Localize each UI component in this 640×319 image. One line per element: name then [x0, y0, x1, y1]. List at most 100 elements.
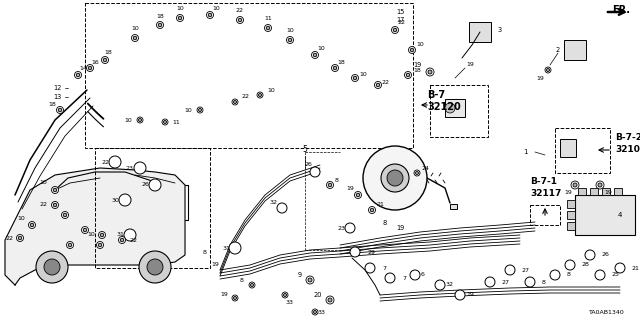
- Text: 10: 10: [286, 28, 294, 33]
- Text: 19: 19: [396, 225, 404, 231]
- Text: 9: 9: [298, 272, 302, 278]
- Circle shape: [257, 92, 263, 98]
- Bar: [567, 200, 575, 208]
- Text: 23: 23: [126, 166, 134, 170]
- Text: 32100: 32100: [615, 145, 640, 154]
- Circle shape: [36, 251, 68, 283]
- Circle shape: [369, 206, 376, 213]
- Text: 8: 8: [335, 177, 339, 182]
- Circle shape: [51, 187, 58, 194]
- Text: 22: 22: [242, 94, 250, 100]
- Text: B-7: B-7: [427, 90, 445, 100]
- Circle shape: [287, 36, 294, 43]
- Circle shape: [232, 99, 238, 105]
- Circle shape: [615, 263, 625, 273]
- Circle shape: [326, 296, 334, 304]
- Circle shape: [74, 71, 81, 78]
- Circle shape: [100, 233, 104, 237]
- Text: 22: 22: [101, 160, 109, 165]
- Text: 33: 33: [318, 309, 326, 315]
- Text: 23: 23: [338, 226, 346, 231]
- Circle shape: [308, 278, 312, 282]
- Circle shape: [208, 13, 212, 17]
- Circle shape: [17, 234, 24, 241]
- Circle shape: [61, 211, 68, 219]
- Text: 32: 32: [270, 199, 278, 204]
- Circle shape: [525, 277, 535, 287]
- Circle shape: [414, 170, 420, 176]
- Bar: [602, 188, 610, 195]
- Text: 19: 19: [211, 263, 219, 268]
- Circle shape: [277, 203, 287, 213]
- Text: 19: 19: [220, 293, 228, 298]
- Text: 10: 10: [131, 26, 139, 32]
- Circle shape: [102, 56, 109, 63]
- Text: 22: 22: [129, 238, 137, 242]
- Bar: [564, 40, 586, 60]
- Text: 25: 25: [612, 272, 620, 278]
- Circle shape: [312, 51, 319, 58]
- Circle shape: [99, 243, 102, 247]
- Circle shape: [138, 118, 141, 122]
- Circle shape: [63, 213, 67, 217]
- Circle shape: [333, 66, 337, 70]
- Circle shape: [51, 202, 58, 209]
- Text: 11: 11: [172, 120, 180, 124]
- Circle shape: [109, 156, 121, 168]
- Text: 28: 28: [582, 263, 590, 268]
- Text: 10: 10: [176, 6, 184, 11]
- Circle shape: [387, 170, 403, 186]
- Circle shape: [158, 23, 162, 27]
- Circle shape: [179, 16, 182, 20]
- Circle shape: [595, 270, 605, 280]
- Bar: [449, 204, 456, 209]
- Text: 27: 27: [502, 279, 510, 285]
- Text: 19: 19: [536, 76, 544, 80]
- Circle shape: [198, 108, 202, 112]
- Circle shape: [238, 18, 242, 22]
- Text: 4: 4: [618, 212, 622, 218]
- Text: 31: 31: [116, 233, 124, 238]
- Text: 8: 8: [567, 272, 571, 278]
- Text: 8: 8: [240, 278, 244, 283]
- Circle shape: [313, 53, 317, 57]
- Circle shape: [571, 181, 579, 189]
- Text: 19: 19: [604, 189, 612, 195]
- Text: 30: 30: [111, 197, 119, 203]
- Text: 24: 24: [421, 166, 429, 170]
- Circle shape: [406, 73, 410, 77]
- Text: 10: 10: [87, 233, 95, 238]
- Bar: [567, 222, 575, 230]
- Circle shape: [328, 183, 332, 187]
- Text: 18: 18: [413, 68, 421, 72]
- Circle shape: [103, 58, 107, 62]
- Bar: [578, 188, 586, 195]
- Circle shape: [149, 179, 161, 191]
- Text: 32117: 32117: [530, 189, 561, 198]
- Circle shape: [415, 172, 419, 174]
- Circle shape: [545, 67, 551, 73]
- Circle shape: [374, 81, 381, 88]
- Bar: [575, 195, 635, 235]
- Text: 13: 13: [54, 94, 62, 100]
- Text: 10: 10: [359, 72, 367, 78]
- Circle shape: [131, 34, 138, 41]
- Text: 19: 19: [564, 189, 572, 195]
- Text: 32120: 32120: [427, 102, 461, 112]
- Circle shape: [58, 108, 61, 112]
- Circle shape: [345, 223, 355, 233]
- Circle shape: [392, 26, 399, 33]
- Circle shape: [53, 188, 57, 192]
- Text: 10: 10: [317, 47, 325, 51]
- Circle shape: [426, 68, 434, 76]
- Circle shape: [118, 236, 125, 243]
- Circle shape: [266, 26, 269, 30]
- Bar: [560, 139, 576, 157]
- Circle shape: [207, 11, 214, 19]
- Text: 18: 18: [48, 102, 56, 108]
- Text: 27: 27: [522, 268, 530, 272]
- Circle shape: [81, 226, 88, 234]
- Bar: [445, 99, 465, 117]
- Bar: [590, 188, 598, 195]
- Circle shape: [455, 290, 465, 300]
